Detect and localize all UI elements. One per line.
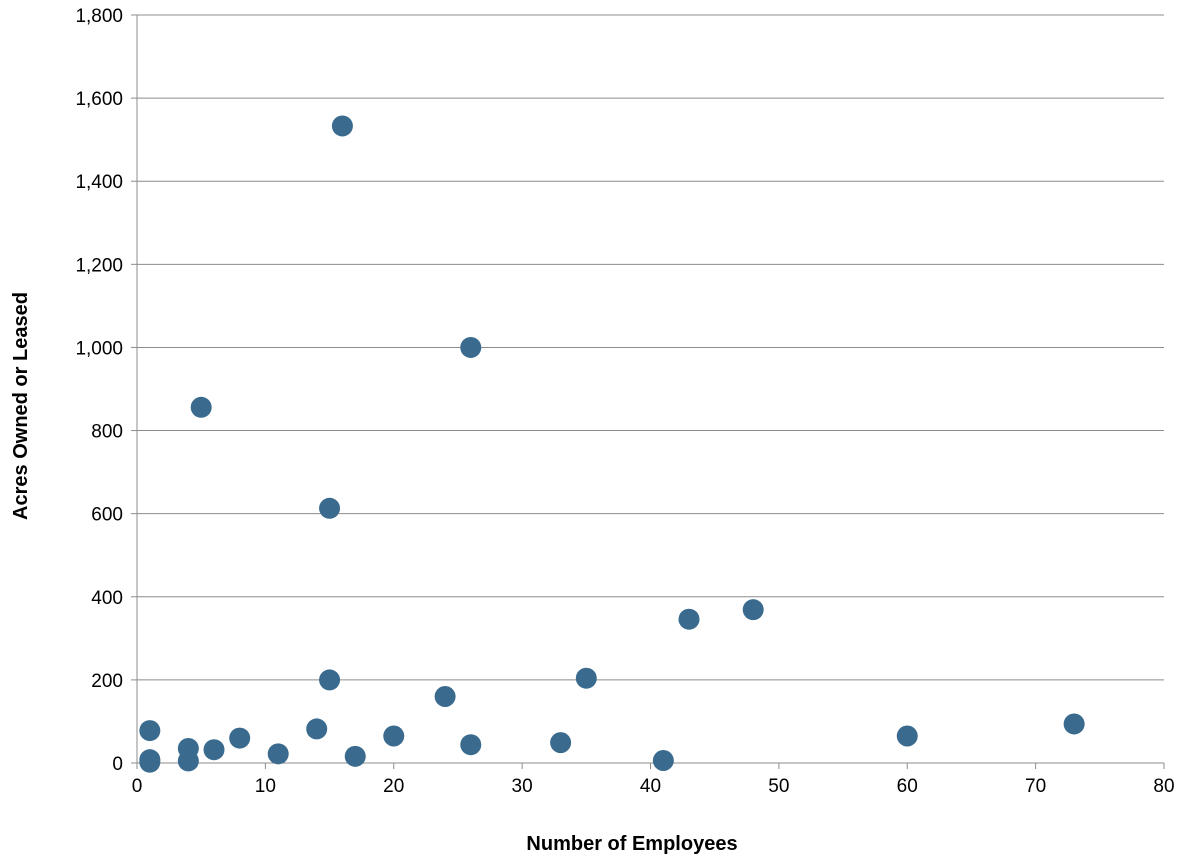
data-point — [319, 669, 341, 691]
data-point — [139, 720, 161, 742]
data-point — [229, 727, 251, 749]
x-tick-label: 60 — [897, 776, 918, 797]
data-point — [896, 725, 918, 747]
data-point — [575, 667, 597, 689]
data-point — [177, 750, 199, 772]
data-point — [678, 608, 700, 630]
data-points — [139, 115, 1085, 773]
data-point — [742, 599, 764, 621]
y-tick-label: 400 — [91, 588, 123, 609]
x-tick-label: 40 — [640, 776, 661, 797]
y-tick-label: 800 — [91, 422, 123, 443]
y-tick-label: 1,200 — [75, 255, 123, 276]
y-tick-label: 200 — [91, 671, 123, 692]
data-point — [550, 732, 572, 754]
x-tick-labels: 0 10 20 30 40 50 60 70 80 — [132, 776, 1175, 797]
y-tick-label: 600 — [91, 505, 123, 526]
y-axis-title: Acres Owned or Leased — [10, 292, 32, 520]
data-point — [267, 743, 289, 765]
data-point — [306, 718, 328, 740]
x-axis-title: Number of Employees — [526, 833, 737, 855]
x-tick-label: 20 — [383, 776, 404, 797]
x-tick-label: 70 — [1025, 776, 1046, 797]
data-point — [344, 745, 366, 767]
data-point — [434, 686, 456, 708]
y-tick-label: 0 — [112, 754, 123, 775]
x-tick-label: 30 — [512, 776, 533, 797]
y-tick-label: 1,000 — [75, 338, 123, 359]
data-point — [203, 739, 225, 761]
x-tick-label: 0 — [132, 776, 143, 797]
x-tick-label: 50 — [768, 776, 789, 797]
data-point — [190, 396, 212, 418]
data-point — [460, 336, 482, 358]
y-tick-label: 1,400 — [75, 172, 123, 193]
data-point — [383, 725, 405, 747]
y-tick-label: 1,600 — [75, 89, 123, 110]
data-point — [652, 750, 674, 772]
grid-lines — [137, 14, 1164, 681]
x-tick-label: 80 — [1153, 776, 1174, 797]
axes — [131, 14, 1165, 769]
x-tick-label: 10 — [255, 776, 276, 797]
data-point — [331, 115, 353, 137]
y-tick-labels: 0 200 400 600 800 1,000 1,200 1,400 1,600 1,800 — [75, 6, 123, 775]
data-point — [460, 734, 482, 756]
y-tick-label: 1,800 — [75, 6, 123, 27]
data-point — [139, 751, 161, 773]
data-point — [319, 497, 341, 519]
data-point — [1063, 713, 1085, 735]
